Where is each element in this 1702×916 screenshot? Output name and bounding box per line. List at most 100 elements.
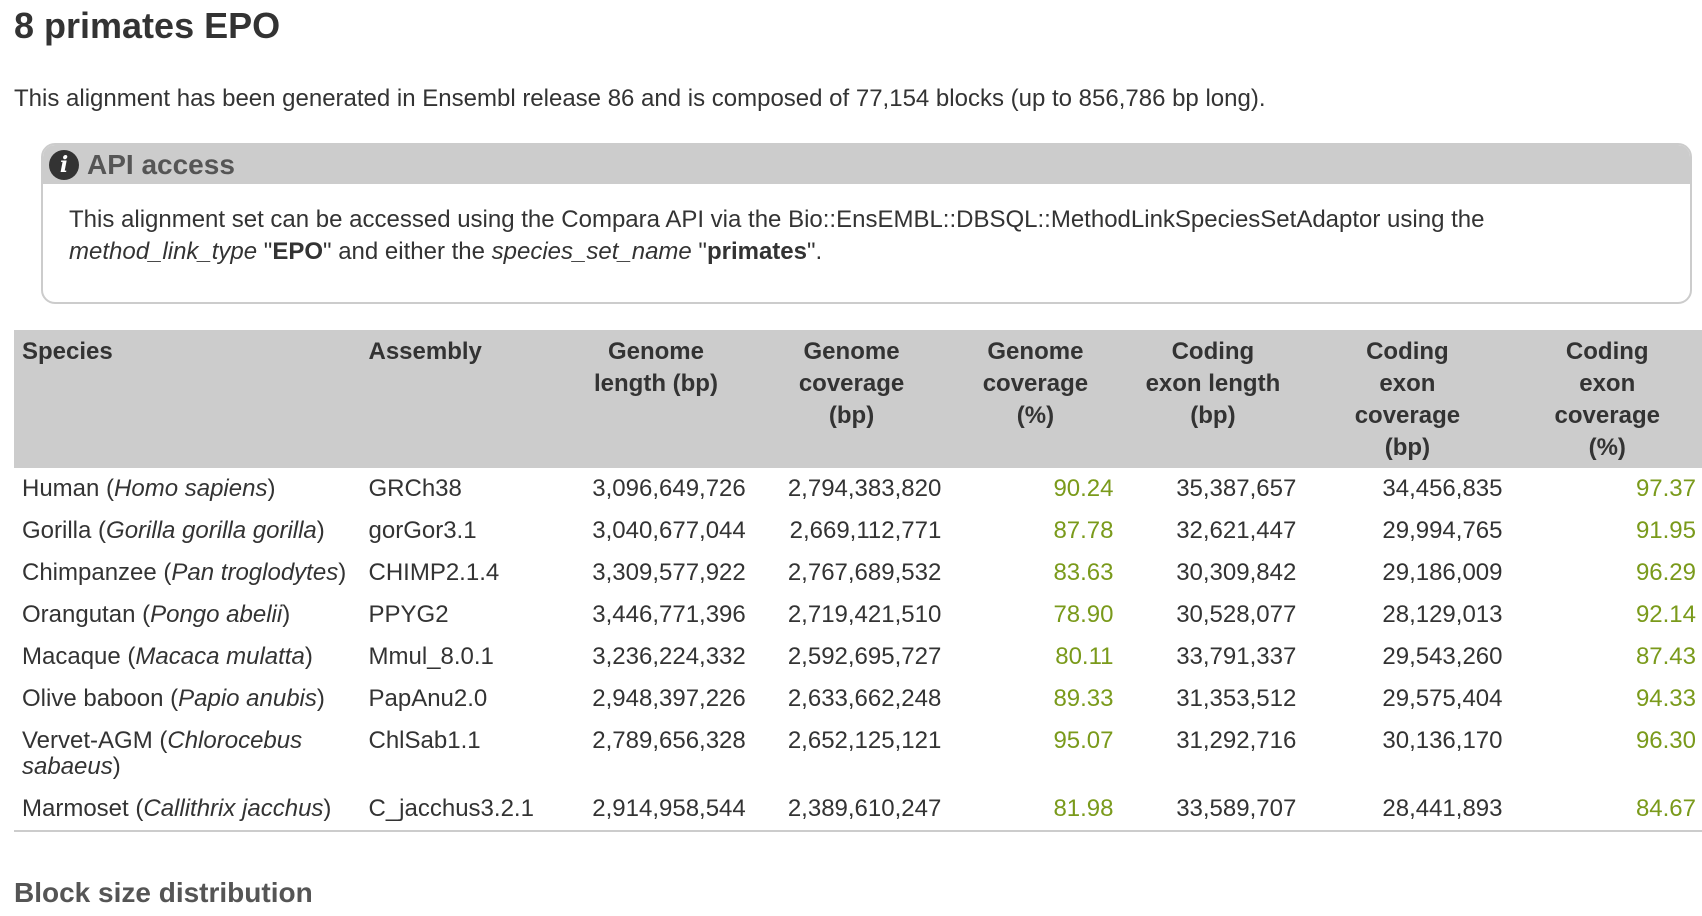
block-size-heading: Block size distribution [14,877,313,908]
genome-coverage-pct-cell: 95.07 [1053,727,1114,754]
exon-length-cell: 31,292,716 [1176,727,1297,754]
exon-coverage-bp-cell: 34,456,835 [1382,475,1503,502]
exon-coverage-bp-cell: 29,543,260 [1382,643,1503,670]
genome-length-cell: 3,040,677,044 [592,517,746,544]
table-row: Marmoset (Callithrix jacchus) C_jacchus3… [14,788,1702,831]
info-icon: i [49,149,79,180]
header-assembly: Assembly [368,338,482,365]
genome-coverage-bp-cell: 2,592,695,727 [787,643,942,670]
genome-coverage-bp-cell: 2,719,421,510 [787,601,942,628]
species-name: Marmoset (Callithrix jacchus) [22,795,332,822]
genome-coverage-bp-cell: 2,767,689,532 [787,559,942,586]
genome-length-cell: 2,789,656,328 [592,727,746,754]
species-name: Vervet-AGM (Chlorocebus sabaeus) [22,727,303,780]
genome-coverage-pct-cell: 83.63 [1053,559,1114,586]
exon-coverage-pct-cell: 92.14 [1635,601,1696,628]
exon-coverage-bp-cell: 29,994,765 [1382,517,1503,544]
exon-coverage-pct-cell: 84.67 [1635,795,1696,822]
assembly-cell: Mmul_8.0.1 [368,643,494,670]
table-row: Human (Homo sapiens) GRCh38 3,096,649,72… [14,468,1702,510]
exon-coverage-pct-cell: 96.29 [1635,559,1696,586]
table-header-row: Species Assembly Genome length (bp) Geno… [14,330,1702,468]
exon-coverage-pct-cell: 94.33 [1635,685,1696,712]
species-name: Macaque (Macaca mulatta) [22,643,313,670]
table-row: Gorilla (Gorilla gorilla gorilla) gorGor… [14,510,1702,552]
table-row: Chimpanzee (Pan troglodytes) CHIMP2.1.4 … [14,552,1702,594]
assembly-cell: C_jacchus3.2.1 [368,795,534,822]
header-exon-coverage-pct: Coding exon coverage (%) [1554,338,1660,461]
api-access-text: This alignment set can be accessed using… [43,184,1690,268]
exon-length-cell: 31,353,512 [1176,685,1297,712]
genome-coverage-pct-cell: 78.90 [1053,601,1114,628]
exon-coverage-pct-cell: 96.30 [1635,727,1696,754]
exon-coverage-pct-cell: 97.37 [1635,475,1696,502]
alignment-summary: This alignment has been generated in Ens… [14,85,1266,112]
genome-coverage-pct-cell: 89.33 [1053,685,1114,712]
exon-length-cell: 35,387,657 [1176,475,1297,502]
api-quote-2: " [691,238,707,265]
genome-coverage-bp-cell: 2,794,383,820 [787,475,942,502]
assembly-cell: ChlSab1.1 [368,727,481,754]
header-genome-coverage-pct: Genome coverage (%) [982,338,1089,429]
assembly-cell: CHIMP2.1.4 [368,559,500,586]
exon-coverage-bp-cell: 29,186,009 [1382,559,1503,586]
table-row: Orangutan (Pongo abelii) PPYG2 3,446,771… [14,594,1702,636]
genome-coverage-bp-cell: 2,669,112,771 [789,517,942,544]
species-table: Species Assembly Genome length (bp) Geno… [14,330,1702,832]
species-set-name-label: species_set_name [491,238,692,265]
species-set-name-value: primates [706,238,807,265]
assembly-cell: PapAnu2.0 [368,685,488,712]
exon-coverage-bp-cell: 28,441,893 [1382,795,1503,822]
api-end-text: ". [807,238,823,265]
api-quote-1: " [257,238,273,265]
genome-length-cell: 2,914,958,544 [592,795,746,822]
genome-coverage-pct-cell: 87.78 [1053,517,1114,544]
api-access-panel: i API access This alignment set can be a… [41,143,1692,304]
assembly-cell: GRCh38 [368,475,462,502]
table-row: Vervet-AGM (Chlorocebus sabaeus) ChlSab1… [14,720,1702,788]
exon-length-cell: 33,791,337 [1176,643,1297,670]
table-row: Macaque (Macaca mulatta) Mmul_8.0.1 3,23… [14,636,1702,678]
exon-coverage-bp-cell: 28,129,013 [1382,601,1503,628]
api-mid-text: " and either the [323,238,492,265]
header-species: Species [22,338,113,365]
assembly-cell: gorGor3.1 [368,517,477,544]
exon-coverage-pct-cell: 87.43 [1635,643,1696,670]
api-line-2: method_link_type "EPO" and either the sp… [69,236,1690,268]
species-name: Olive baboon (Papio anubis) [22,685,325,712]
assembly-cell: PPYG2 [368,601,449,628]
api-access-header: i API access [43,145,1690,184]
exon-coverage-pct-cell: 91.95 [1635,517,1696,544]
genome-length-cell: 3,446,771,396 [592,601,746,628]
exon-length-cell: 30,309,842 [1176,559,1297,586]
exon-length-cell: 33,589,707 [1176,795,1297,822]
species-name: Gorilla (Gorilla gorilla gorilla) [22,517,325,544]
genome-coverage-pct-cell: 81.98 [1053,795,1114,822]
exon-length-cell: 30,528,077 [1176,601,1297,628]
api-line-1: This alignment set can be accessed using… [69,206,1485,233]
method-link-type-label: method_link_type [69,238,258,265]
exon-coverage-bp-cell: 29,575,404 [1382,685,1503,712]
species-name: Human (Homo sapiens) [22,475,276,502]
api-access-title: API access [87,148,235,180]
genome-length-cell: 3,236,224,332 [592,643,746,670]
exon-length-cell: 32,621,447 [1176,517,1297,544]
method-link-type-value: EPO [272,238,323,265]
genome-coverage-pct-cell: 80.11 [1055,643,1114,670]
genome-coverage-bp-cell: 2,652,125,121 [787,727,942,754]
genome-coverage-bp-cell: 2,389,610,247 [787,795,942,822]
header-genome-length: Genome length (bp) [593,338,718,397]
header-genome-coverage-bp: Genome coverage (bp) [798,338,905,429]
table-row: Olive baboon (Papio anubis) PapAnu2.0 2,… [14,678,1702,720]
header-exon-coverage-bp: Coding exon coverage (bp) [1354,338,1461,461]
header-exon-length: Coding exon length (bp) [1145,338,1281,429]
species-name: Chimpanzee (Pan troglodytes) [22,559,347,586]
genome-coverage-pct-cell: 90.24 [1053,475,1114,502]
genome-length-cell: 3,309,577,922 [592,559,746,586]
genome-coverage-bp-cell: 2,633,662,248 [787,685,942,712]
page-title: 8 primates EPO [14,5,281,46]
exon-coverage-bp-cell: 30,136,170 [1382,727,1503,754]
genome-length-cell: 3,096,649,726 [592,475,746,502]
species-name: Orangutan (Pongo abelii) [22,601,291,628]
genome-length-cell: 2,948,397,226 [592,685,746,712]
